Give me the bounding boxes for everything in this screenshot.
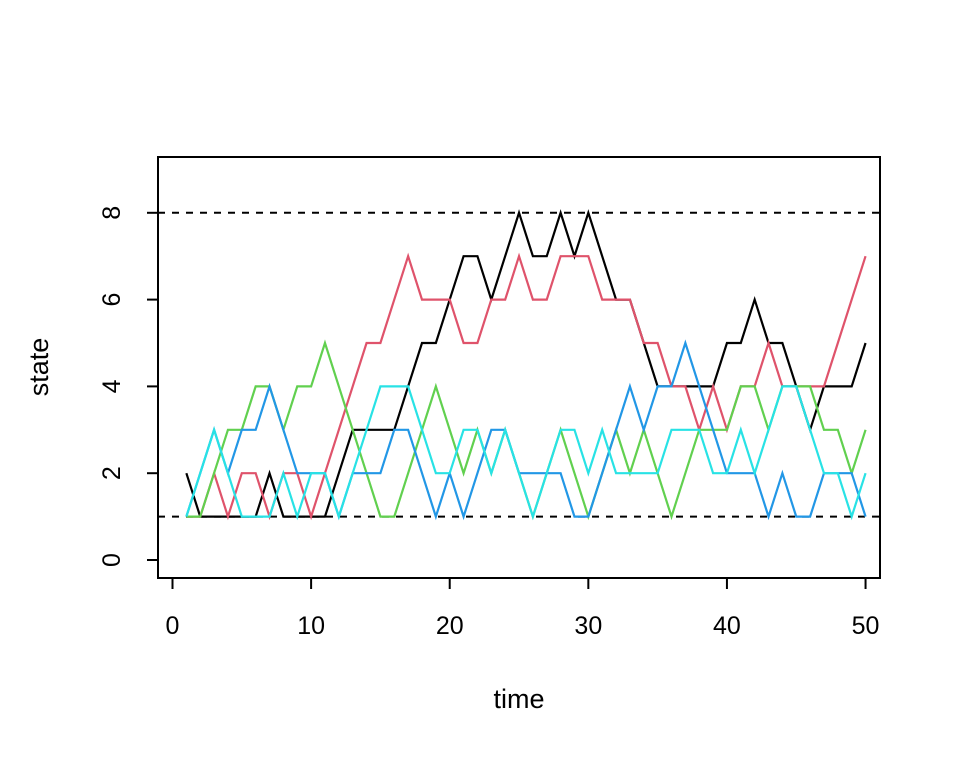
x-axis-title: time xyxy=(493,684,544,714)
y-tick-label: 6 xyxy=(98,293,126,307)
x-tick-label: 50 xyxy=(852,612,880,640)
x-tick-label: 0 xyxy=(166,612,180,640)
series-chain-2-red-line xyxy=(186,252,867,521)
y-axis-title: state xyxy=(24,338,54,397)
x-tick-label: 20 xyxy=(436,612,464,640)
x-tick-label: 30 xyxy=(574,612,602,640)
x-tick-label: 40 xyxy=(713,612,741,640)
plot-box xyxy=(157,156,881,579)
y-tick-label: 8 xyxy=(98,206,126,220)
series-chain-5-cyan-line xyxy=(185,385,867,521)
y-tick-label: 4 xyxy=(98,379,126,393)
series-chain-4-blue-line xyxy=(185,339,867,521)
y-tick-label: 0 xyxy=(98,553,126,567)
y-tick-label: 2 xyxy=(98,466,126,480)
x-tick-label: 10 xyxy=(297,612,325,640)
series-chain-1-black-line xyxy=(185,209,867,518)
